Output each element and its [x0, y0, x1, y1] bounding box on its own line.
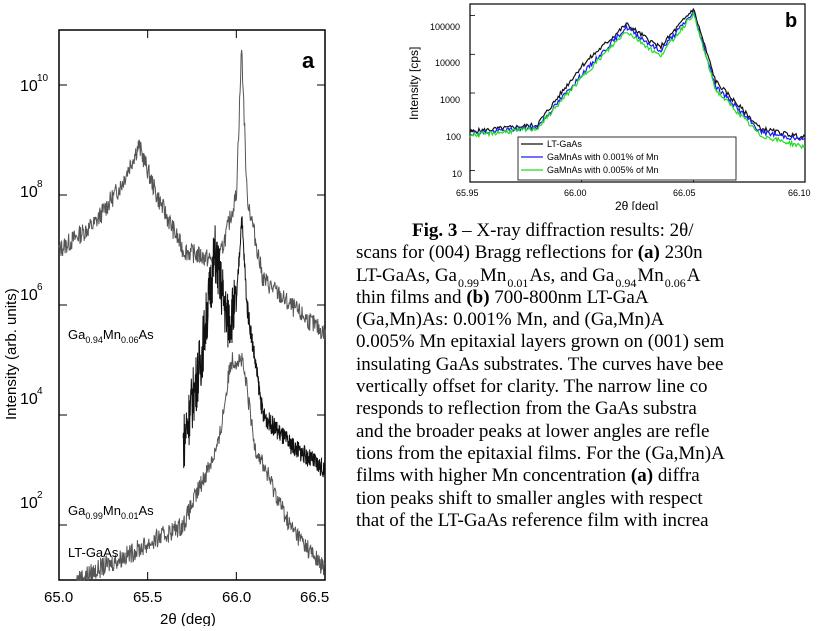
x-tick-label: 66.05: [673, 188, 696, 198]
series-label-ga099: Ga0.99Mn0.01As: [68, 503, 154, 521]
y-tick-labels-a: 10 8 10 10 10 6 10 4 10 2: [20, 73, 49, 512]
series-line-a: [182, 216, 326, 478]
caption-text: LT-GaAs, Ga: [356, 264, 457, 286]
caption-text: 700-800nm LT-GaA: [489, 286, 649, 308]
caption-line: and the broader peaks at lower angles ar…: [356, 420, 710, 442]
x-tick-label: 66.00: [564, 188, 587, 198]
x-axis-label-b: 2θ [deg]: [615, 199, 658, 210]
caption-line: scans for (004) Bragg reflections for (a…: [356, 242, 826, 264]
caption-line: vertically offset for clarity. The narro…: [356, 376, 708, 398]
x-tick-label: 65.0: [44, 589, 73, 606]
caption-text: diffra: [653, 465, 700, 487]
y-tick-label: 10000: [435, 58, 460, 68]
caption-line: tion peaks shift to smaller angles with …: [356, 487, 703, 509]
caption-text: 230n: [659, 242, 703, 264]
caption-bold: Fig. 3: [412, 220, 458, 241]
panel-label-b: b: [785, 10, 797, 32]
x-tick-label: 65.5: [133, 589, 162, 606]
y-tick-exp: 4: [37, 386, 43, 397]
tick-group-a: [58, 30, 326, 580]
y-tick-label: 100000: [430, 22, 460, 32]
y-tick-label: 100: [446, 132, 461, 142]
y-tick-label: 10: [452, 169, 462, 179]
caption-line: Fig. 3 – X-ray diffraction results: 2θ/: [356, 220, 826, 242]
caption-line: LT-GaAs, Ga0.99Mn0.01As, and Ga0.94Mn0.0…: [356, 264, 826, 290]
caption-bold: (b): [466, 286, 490, 308]
chart-b: b 10 100 1000 10000 100000 65.95 66.00 6…: [407, 3, 811, 213]
caption-text: – X-ray diffraction results: 2θ/: [457, 220, 694, 241]
chart-a: a 10 8 10 10 10 6 10 4 10 2 65.0 65.5 66…: [3, 29, 329, 628]
caption-bold: (a): [630, 465, 654, 487]
caption-line: 0.005% Mn epitaxial layers grown on (001…: [356, 331, 725, 353]
y-tick-labels-b: 10 100 1000 10000 100000: [430, 22, 462, 179]
y-tick-exp: 10: [37, 73, 49, 84]
caption-text: Mn: [637, 264, 664, 286]
series-label-ga094: Ga0.94Mn0.06As: [68, 327, 154, 345]
caption-text: thin films and: [356, 286, 467, 308]
caption-sub: 0.01: [507, 275, 529, 290]
caption-bold: (a): [637, 242, 660, 264]
figure-caption: Fig. 3 – X-ray diffraction results: 2θ/ …: [356, 220, 826, 626]
y-tick-label: 10: [20, 78, 38, 95]
caption-sub: 0.99: [457, 275, 479, 290]
caption-line: that of the LT-GaAs reference film with …: [356, 509, 709, 531]
caption-line: responds to reflection from the GaAs sub…: [356, 398, 697, 420]
legend-entry: GaMnAs with 0.001% of Mn: [547, 152, 659, 162]
y-tick-label: 10: [20, 391, 38, 408]
y-tick-exp: 6: [37, 282, 43, 293]
caption-text: As, and Ga: [529, 264, 615, 286]
x-tick-label: 66.5: [300, 589, 329, 606]
curve-group-a: [58, 49, 326, 582]
panel-label-a: a: [302, 48, 315, 73]
legend-entry: GaMnAs with 0.005% of Mn: [547, 165, 659, 175]
caption-text: scans for (004) Bragg reflections for: [356, 242, 638, 264]
caption-line: (Ga,Mn)As: 0.001% Mn, and (Ga,Mn)A: [356, 309, 665, 331]
caption-text: Mn: [479, 264, 507, 286]
legend-b: LT-GaAs GaMnAs with 0.001% of Mn GaMnAs …: [517, 136, 737, 181]
caption-line: thin films and (b) 700-800nm LT-GaA: [356, 287, 826, 309]
series-label-ltgaas: LT-GaAs: [68, 545, 119, 560]
figure-panel-a: a 10 8 10 10 10 6 10 4 10 2 65.0 65.5 66…: [0, 0, 340, 628]
plot-frame-a: [58, 29, 326, 581]
caption-text: A: [686, 264, 701, 286]
x-axis-label-a: 2θ (deg): [160, 611, 216, 626]
x-tick-labels-a: 65.0 65.5 66.0 66.5: [44, 589, 329, 606]
caption-sub: 0.94: [615, 275, 637, 290]
x-tick-label: 65.95: [456, 188, 479, 198]
y-tick-label: 1000: [440, 95, 460, 105]
caption-line: insulating GaAs substrates. The curves h…: [356, 353, 724, 375]
series-line-b: [469, 12, 806, 150]
y-tick-exp: 8: [37, 179, 43, 190]
legend-box: [517, 136, 737, 181]
y-tick-label: 10: [20, 287, 38, 304]
curve-group-b: [469, 7, 806, 150]
y-axis-label-b: Intensity [cps]: [407, 47, 421, 120]
x-tick-label: 66.10: [788, 188, 811, 198]
y-tick-exp: 2: [37, 490, 43, 501]
y-tick-label: 10: [20, 184, 38, 201]
legend-entry: LT-GaAs: [547, 139, 582, 149]
figure-panel-b: b 10 100 1000 10000 100000 65.95 66.00 6…: [400, 0, 826, 213]
y-axis-label-a: Intensity (arb. units): [3, 288, 20, 420]
y-tick-label: 10: [20, 495, 38, 512]
series-line-a: [58, 49, 326, 341]
series-line-a: [76, 352, 325, 582]
x-tick-label: 66.0: [222, 589, 251, 606]
caption-line: films with higher Mn concentration (a) d…: [356, 465, 826, 487]
caption-line: tions from the epitaxial films. For the …: [356, 442, 725, 464]
caption-text: films with higher Mn concentration: [356, 465, 631, 487]
caption-sub: 0.06: [664, 275, 686, 290]
x-tick-labels-b: 65.95 66.00 66.05 66.10: [456, 188, 811, 198]
